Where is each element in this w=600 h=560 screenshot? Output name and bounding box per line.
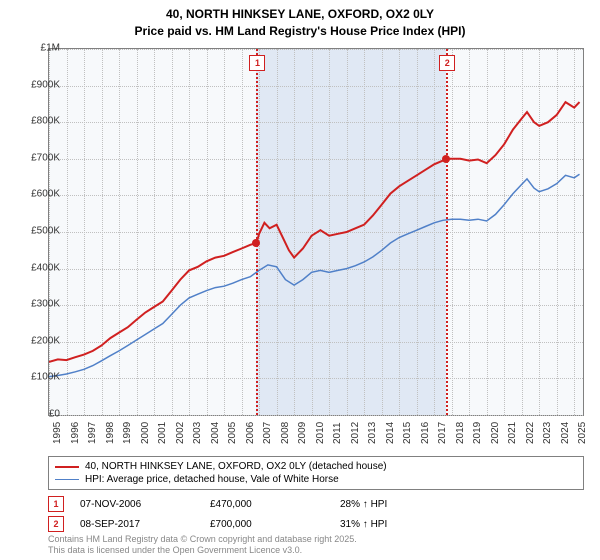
x-axis-label: 2006: [245, 422, 256, 444]
y-axis-label: £600K: [31, 189, 60, 200]
x-axis-label: 2015: [402, 422, 413, 444]
event-row: 1 07-NOV-2006£470,00028% ↑ HPI: [48, 494, 584, 514]
event-marker-label: 1: [249, 55, 265, 71]
x-axis-label: 2010: [315, 422, 326, 444]
y-axis-label: £400K: [31, 262, 60, 273]
y-axis-label: £300K: [31, 299, 60, 310]
x-axis-label: 2011: [332, 422, 343, 444]
gridline-h: [49, 415, 583, 416]
title-line-1: 40, NORTH HINKSEY LANE, OXFORD, OX2 0LY: [0, 6, 600, 23]
copyright-footer: Contains HM Land Registry data © Crown c…: [48, 534, 357, 556]
series-line: [49, 174, 580, 376]
x-axis-label: 1996: [70, 422, 81, 444]
x-axis-label: 1995: [52, 422, 63, 444]
y-axis-label: £800K: [31, 116, 60, 127]
event-price: £470,000: [210, 499, 340, 510]
x-axis-label: 2017: [437, 422, 448, 444]
event-marker-dot: [252, 239, 260, 247]
x-axis-label: 2021: [507, 422, 518, 444]
footer-line-1: Contains HM Land Registry data © Crown c…: [48, 534, 357, 545]
event-marker-line: [256, 49, 258, 415]
footer-line-2: This data is licensed under the Open Gov…: [48, 545, 357, 556]
x-axis-label: 2023: [542, 422, 553, 444]
y-axis-label: £900K: [31, 79, 60, 90]
legend-swatch: [55, 479, 79, 480]
legend-swatch: [55, 466, 79, 468]
x-axis-label: 2009: [297, 422, 308, 444]
x-axis-label: 2018: [455, 422, 466, 444]
event-marker-label: 2: [439, 55, 455, 71]
legend-row: HPI: Average price, detached house, Vale…: [55, 473, 577, 486]
x-axis-label: 2005: [227, 422, 238, 444]
title-block: 40, NORTH HINKSEY LANE, OXFORD, OX2 0LY …: [0, 0, 600, 40]
legend-box: 40, NORTH HINKSEY LANE, OXFORD, OX2 0LY …: [48, 456, 584, 490]
x-axis-label: 2008: [280, 422, 291, 444]
x-axis-label: 2025: [577, 422, 588, 444]
event-pct: 28% ↑ HPI: [340, 499, 470, 510]
y-axis-label: £100K: [31, 372, 60, 383]
event-number-box: 2: [48, 516, 64, 532]
legend-row: 40, NORTH HINKSEY LANE, OXFORD, OX2 0LY …: [55, 460, 577, 473]
x-axis-label: 1999: [122, 422, 133, 444]
x-axis-label: 2016: [420, 422, 431, 444]
x-axis-label: 1998: [105, 422, 116, 444]
event-price: £700,000: [210, 519, 340, 530]
y-axis-label: £200K: [31, 335, 60, 346]
legend-label: HPI: Average price, detached house, Vale…: [85, 474, 339, 485]
event-pct: 31% ↑ HPI: [340, 519, 470, 530]
y-axis-label: £700K: [31, 152, 60, 163]
x-axis-label: 2024: [560, 422, 571, 444]
legend-label: 40, NORTH HINKSEY LANE, OXFORD, OX2 0LY …: [85, 461, 387, 472]
x-axis-label: 2000: [140, 422, 151, 444]
x-axis-label: 1997: [87, 422, 98, 444]
x-axis-label: 2002: [175, 422, 186, 444]
y-axis-label: £500K: [31, 226, 60, 237]
x-axis-label: 2001: [157, 422, 168, 444]
event-marker-line: [446, 49, 448, 415]
event-row: 2 08-SEP-2017£700,00031% ↑ HPI: [48, 514, 584, 534]
x-axis-label: 2014: [385, 422, 396, 444]
x-axis-label: 2004: [210, 422, 221, 444]
x-axis-label: 2003: [192, 422, 203, 444]
events-table: 1 07-NOV-2006£470,00028% ↑ HPI 2 08-SEP-201…: [48, 494, 584, 534]
x-axis-label: 2020: [490, 422, 501, 444]
x-axis-label: 2022: [525, 422, 536, 444]
event-date: 08-SEP-2017: [80, 519, 210, 530]
series-line: [49, 102, 580, 362]
chart-area: 12: [48, 48, 584, 416]
event-number-box: 1: [48, 496, 64, 512]
y-axis-label: £0: [49, 409, 60, 420]
event-date: 07-NOV-2006: [80, 499, 210, 510]
title-line-2: Price paid vs. HM Land Registry's House …: [0, 23, 600, 40]
chart-container: 40, NORTH HINKSEY LANE, OXFORD, OX2 0LY …: [0, 0, 600, 560]
x-axis-label: 2013: [367, 422, 378, 444]
line-plot-svg: [49, 49, 583, 415]
event-marker-dot: [442, 155, 450, 163]
x-axis-label: 2012: [350, 422, 361, 444]
y-axis-label: £1M: [41, 43, 60, 54]
x-axis-label: 2019: [472, 422, 483, 444]
x-axis-label: 2007: [262, 422, 273, 444]
